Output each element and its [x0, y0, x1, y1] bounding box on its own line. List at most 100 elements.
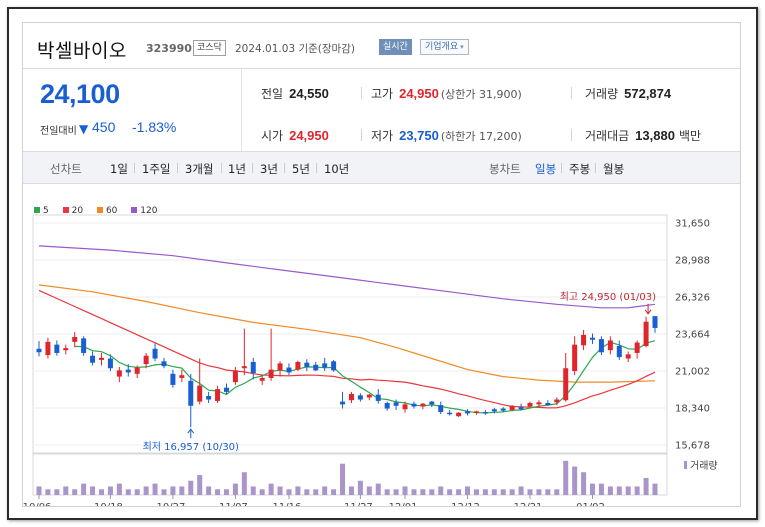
- stock-header: 박셀바이오 323990 코스닥 2024.01.03 기준(장마감) 실시간 …: [23, 23, 740, 68]
- candle-body: [563, 368, 569, 401]
- stat-value: 24,550: [289, 86, 329, 101]
- stat-label: 전일: [261, 87, 284, 101]
- candle-body: [527, 402, 533, 407]
- volume-bar: [527, 489, 533, 495]
- candle-body: [259, 377, 265, 381]
- x-tick-label: 11/16: [273, 502, 302, 507]
- volume-bar: [72, 489, 78, 495]
- candle-body: [375, 394, 381, 401]
- volume-bar: [643, 477, 649, 495]
- candle-body: [473, 411, 479, 413]
- tab-separator: [316, 163, 317, 173]
- stat-value: 23,750: [399, 128, 439, 143]
- ma20-line: [38, 289, 656, 409]
- volume-bar: [268, 483, 274, 495]
- volume-bar: [152, 483, 158, 495]
- volume-bar: [295, 486, 301, 495]
- candle-body: [393, 402, 399, 406]
- candle-body: [152, 348, 158, 359]
- candle-body: [268, 369, 274, 378]
- stat-trade-value: 거래대금 13,880 백만: [585, 127, 701, 144]
- legend-swatch: [62, 207, 69, 213]
- volume-bar: [473, 489, 479, 495]
- candle-body: [223, 387, 229, 392]
- candle-body: [54, 344, 60, 353]
- tab-candle-daily[interactable]: 일봉: [535, 162, 557, 176]
- tab-line-1w[interactable]: 1주일: [142, 162, 171, 176]
- volume-bar: [420, 489, 426, 495]
- tab-separator: [252, 163, 253, 173]
- volume-bar: [125, 489, 131, 495]
- volume-bar: [116, 483, 122, 495]
- stat-sub: (하한가 17,200): [440, 130, 522, 143]
- x-tick-label: 11/27: [344, 502, 373, 507]
- candlestick-chart[interactable]: 31,650 28,988 26,326 23,664 21,002 18,340 15,6…: [23, 184, 741, 507]
- volume-bar: [161, 489, 167, 495]
- candle-body: [286, 367, 292, 373]
- realtime-button[interactable]: 실시간: [379, 39, 412, 55]
- stat-separator: [361, 87, 362, 99]
- chart-area: 5 20 60 120 31,650 28,988 26,326 23,664 21,0…: [23, 184, 741, 507]
- legend-swatch: [131, 207, 138, 213]
- volume-bar: [384, 489, 390, 495]
- stat-label: 시가: [261, 129, 284, 143]
- volume-bar: [215, 489, 221, 495]
- volume-bar: [134, 489, 140, 495]
- tab-line-3y[interactable]: 3년: [260, 162, 278, 176]
- x-tick-label: 10/06: [23, 502, 51, 507]
- tab-separator: [221, 163, 222, 173]
- stat-high: 고가 24,950 (상한가 31,900): [371, 85, 522, 102]
- candle-body: [72, 336, 78, 342]
- stat-label: 거래대금: [585, 129, 630, 143]
- tab-line-5y[interactable]: 5년: [292, 162, 310, 176]
- volume-bar: [45, 489, 51, 495]
- x-tick-label: 12/01: [389, 502, 418, 507]
- tab-line-3m[interactable]: 3개월: [185, 162, 214, 176]
- candle-body: [98, 357, 104, 360]
- legend-swatch: [34, 207, 40, 213]
- candle-body: [456, 412, 462, 417]
- tab-candle-chart[interactable]: 봉차트: [489, 162, 521, 176]
- tab-line-10y[interactable]: 10년: [324, 162, 350, 176]
- company-overview-button[interactable]: 기업개요 ▾: [420, 39, 469, 55]
- company-overview-label: 기업개요: [425, 42, 459, 52]
- volume-bar: [36, 486, 42, 495]
- candle-body: [491, 409, 497, 412]
- volume-bar: [250, 486, 256, 495]
- price-summary: 24,100 전일대비 ▼ 450 -1.83% 전일 24,550 고가 24,9…: [23, 68, 740, 152]
- tab-candle-weekly[interactable]: 주봉: [569, 162, 591, 176]
- market-badge: 코스닥: [193, 40, 226, 56]
- volume-bar: [438, 486, 444, 495]
- legend-label: 20: [71, 206, 84, 216]
- volume-bar: [366, 486, 372, 495]
- tab-line-chart[interactable]: 선차트: [50, 162, 82, 176]
- volume-bar: [232, 483, 238, 495]
- tab-line-1y[interactable]: 1년: [228, 162, 246, 176]
- volume-bar: [170, 486, 176, 495]
- volume-bar: [491, 489, 497, 495]
- high-annotation: 최고 24,950 (01/03): [560, 291, 656, 303]
- candle-body: [215, 389, 221, 401]
- candle-body: [554, 399, 560, 403]
- tab-separator: [595, 163, 596, 173]
- x-tick-label: 01/02: [576, 502, 605, 507]
- volume-bar: [241, 472, 247, 495]
- legend-label: 120: [140, 206, 158, 216]
- candle-body: [447, 412, 453, 415]
- candle-body: [411, 403, 417, 407]
- x-tick-label: 12/21: [514, 502, 543, 507]
- volume-bar: [634, 486, 640, 495]
- candle-body: [482, 412, 488, 414]
- candle-body: [277, 363, 283, 371]
- candle-body: [616, 346, 622, 358]
- y-tick-label: 21,002: [675, 367, 710, 378]
- volume-bar: [652, 483, 658, 495]
- tab-line-1d[interactable]: 1일: [110, 162, 128, 176]
- volume-bar: [340, 463, 346, 495]
- chart-legend: 5 20 60 120: [34, 206, 168, 216]
- candle-body: [81, 338, 87, 353]
- candle-body: [197, 385, 203, 402]
- x-tick-label: 10/27: [156, 502, 185, 507]
- volume-bar: [393, 489, 399, 495]
- tab-candle-monthly[interactable]: 월봉: [603, 162, 625, 176]
